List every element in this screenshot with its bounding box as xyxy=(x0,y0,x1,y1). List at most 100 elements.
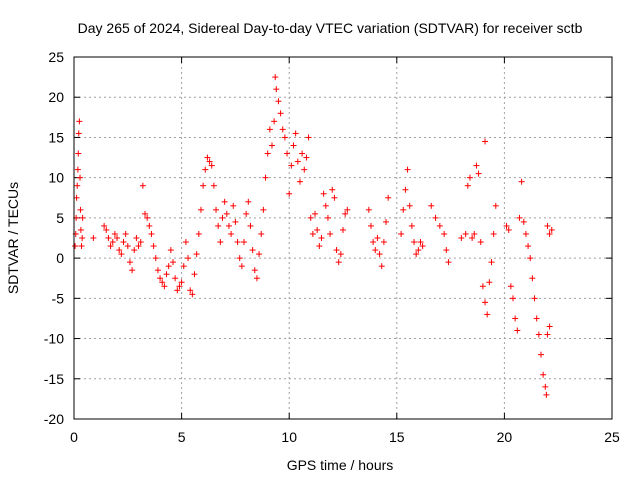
data-point xyxy=(376,251,383,258)
data-point xyxy=(74,166,81,173)
data-point xyxy=(546,230,553,237)
data-point xyxy=(228,230,235,237)
data-point xyxy=(544,331,551,338)
data-point xyxy=(537,351,544,358)
data-point xyxy=(266,126,273,133)
data-point xyxy=(445,259,452,266)
data-point xyxy=(148,230,155,237)
data-point xyxy=(281,134,288,141)
data-point xyxy=(286,190,293,197)
data-point xyxy=(76,118,83,125)
data-point xyxy=(176,283,183,290)
data-point xyxy=(223,210,230,217)
data-point xyxy=(116,247,123,254)
data-point xyxy=(193,251,200,258)
data-point xyxy=(79,214,86,221)
data-point xyxy=(542,383,549,390)
data-point xyxy=(258,230,265,237)
data-point xyxy=(374,235,381,241)
data-point xyxy=(137,239,144,246)
data-point xyxy=(475,170,482,177)
data-point xyxy=(225,222,232,229)
data-point xyxy=(167,247,174,254)
y-tick-label: 25 xyxy=(48,49,64,65)
data-point xyxy=(367,222,374,229)
data-point xyxy=(271,118,278,125)
data-point xyxy=(146,222,153,229)
data-point xyxy=(234,239,241,246)
x-tick-label: 20 xyxy=(497,429,513,445)
y-tick-label: -15 xyxy=(44,371,64,387)
data-point xyxy=(142,210,149,217)
chart-title: Day 265 of 2024, Sidereal Day-to-day VTE… xyxy=(78,20,583,36)
data-point xyxy=(90,235,97,241)
data-point xyxy=(490,230,497,237)
data-point xyxy=(210,182,217,189)
data-point xyxy=(243,210,250,217)
data-point xyxy=(516,214,523,221)
data-point xyxy=(415,247,422,254)
data-point xyxy=(219,214,226,221)
data-point xyxy=(77,226,84,233)
data-point xyxy=(249,247,256,254)
data-point xyxy=(337,251,344,258)
data-point xyxy=(256,251,263,258)
data-point xyxy=(114,235,121,241)
data-point xyxy=(503,222,510,229)
data-point xyxy=(540,371,547,378)
data-point xyxy=(251,267,258,274)
data-point xyxy=(272,74,279,81)
data-point xyxy=(159,279,166,286)
data-point xyxy=(413,251,420,258)
data-point xyxy=(217,239,224,246)
data-point xyxy=(75,130,82,137)
data-point xyxy=(221,198,228,205)
data-point xyxy=(241,239,248,246)
data-point xyxy=(165,263,172,270)
y-tick-label: -20 xyxy=(44,411,64,427)
data-point xyxy=(107,243,114,250)
data-point xyxy=(74,182,81,189)
data-point xyxy=(324,214,331,221)
data-point xyxy=(400,206,407,213)
data-point xyxy=(75,150,82,157)
data-point xyxy=(320,190,327,197)
data-point xyxy=(473,162,480,169)
data-point xyxy=(548,226,555,233)
y-tick-label: 15 xyxy=(48,129,64,145)
data-point xyxy=(77,174,84,181)
y-tick-label: -10 xyxy=(44,331,64,347)
data-point xyxy=(432,214,439,221)
data-point xyxy=(428,202,435,209)
data-point xyxy=(169,259,176,266)
data-point xyxy=(103,226,110,233)
data-point xyxy=(406,202,413,209)
data-point xyxy=(294,158,301,165)
data-point xyxy=(185,255,192,262)
data-point xyxy=(482,299,489,306)
data-point xyxy=(238,263,245,270)
data-point xyxy=(492,202,499,209)
data-point xyxy=(79,235,86,241)
data-point xyxy=(398,230,405,237)
x-tick-labels: 0 5 10 15 20 25 xyxy=(70,429,620,445)
data-point xyxy=(533,315,540,322)
data-point xyxy=(204,154,211,161)
data-point xyxy=(462,230,469,237)
data-point xyxy=(279,126,286,133)
data-point xyxy=(529,275,536,282)
y-tick-label: 5 xyxy=(56,210,64,226)
data-point xyxy=(189,291,196,298)
data-point xyxy=(129,267,136,274)
data-point xyxy=(507,283,514,290)
data-point xyxy=(154,267,161,274)
axis-ticks xyxy=(73,56,613,420)
data-point xyxy=(232,218,239,225)
data-point xyxy=(535,331,542,338)
data-point xyxy=(531,295,538,302)
data-point xyxy=(135,243,142,250)
data-point xyxy=(264,150,271,157)
data-point xyxy=(296,178,303,185)
data-point xyxy=(305,134,312,141)
x-tick-label: 25 xyxy=(604,429,620,445)
